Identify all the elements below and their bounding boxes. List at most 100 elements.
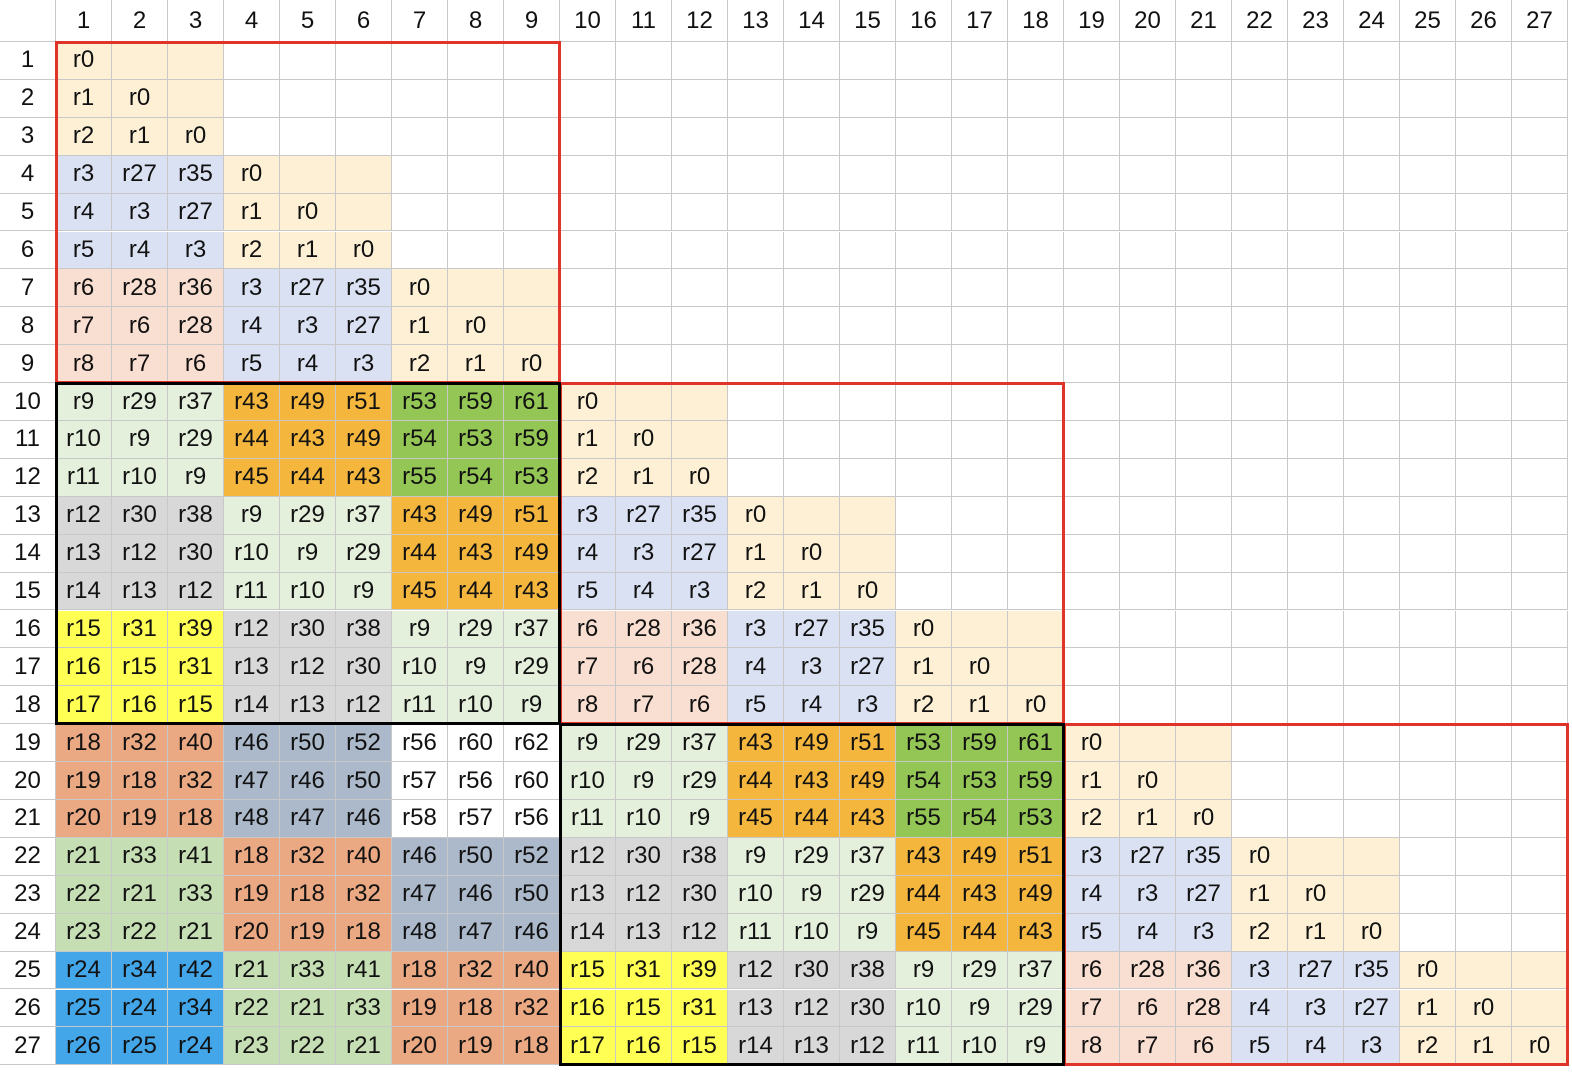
grid-cell[interactable] bbox=[1232, 762, 1288, 800]
grid-cell[interactable]: r19 bbox=[56, 762, 112, 800]
row-header[interactable]: 25 bbox=[0, 951, 56, 990]
grid-cell[interactable]: r32 bbox=[504, 989, 560, 1028]
grid-cell[interactable]: r5 bbox=[1064, 913, 1120, 952]
grid-cell[interactable] bbox=[1008, 155, 1064, 194]
grid-cell[interactable] bbox=[1456, 762, 1512, 800]
grid-cell[interactable] bbox=[560, 269, 616, 308]
grid-cell[interactable] bbox=[1120, 496, 1176, 535]
grid-cell[interactable]: r56 bbox=[504, 800, 560, 838]
grid-cell[interactable] bbox=[952, 421, 1008, 459]
grid-cell[interactable]: r15 bbox=[112, 648, 168, 687]
grid-cell[interactable]: r40 bbox=[336, 837, 392, 876]
row-header[interactable]: 19 bbox=[0, 724, 56, 763]
grid-cell[interactable]: r23 bbox=[224, 1027, 280, 1066]
grid-cell[interactable] bbox=[1400, 837, 1456, 876]
grid-cell[interactable]: r27 bbox=[616, 496, 672, 535]
grid-cell[interactable]: r1 bbox=[392, 307, 448, 346]
grid-cell[interactable]: r40 bbox=[504, 951, 560, 990]
grid-cell[interactable]: r32 bbox=[280, 837, 336, 876]
row-header[interactable]: 3 bbox=[0, 117, 56, 156]
grid-cell[interactable]: r45 bbox=[224, 458, 280, 497]
grid-cell[interactable]: r22 bbox=[224, 989, 280, 1028]
grid-cell[interactable]: r5 bbox=[1232, 1027, 1288, 1066]
grid-cell[interactable]: r21 bbox=[56, 837, 112, 876]
grid-cell[interactable] bbox=[672, 155, 728, 194]
grid-cell[interactable] bbox=[392, 79, 448, 118]
grid-cell[interactable] bbox=[1400, 117, 1456, 156]
grid-cell[interactable]: r60 bbox=[448, 724, 504, 763]
grid-cell[interactable]: r27 bbox=[1344, 989, 1400, 1028]
grid-cell[interactable] bbox=[896, 421, 952, 459]
grid-cell[interactable] bbox=[1400, 534, 1456, 573]
grid-cell[interactable] bbox=[1008, 496, 1064, 535]
grid-cell[interactable] bbox=[1176, 307, 1232, 346]
grid-cell[interactable] bbox=[504, 269, 560, 308]
grid-cell[interactable]: r27 bbox=[784, 610, 840, 649]
grid-cell[interactable] bbox=[784, 345, 840, 384]
grid-cell[interactable]: r6 bbox=[56, 269, 112, 308]
grid-cell[interactable]: r9 bbox=[560, 724, 616, 763]
grid-cell[interactable]: r18 bbox=[168, 800, 224, 838]
grid-cell[interactable]: r13 bbox=[616, 913, 672, 952]
grid-cell[interactable]: r4 bbox=[560, 534, 616, 573]
grid-cell[interactable] bbox=[1064, 231, 1120, 270]
grid-cell[interactable] bbox=[1400, 42, 1456, 80]
grid-cell[interactable]: r53 bbox=[448, 421, 504, 459]
grid-cell[interactable] bbox=[1512, 155, 1568, 194]
grid-cell[interactable] bbox=[840, 534, 896, 573]
grid-cell[interactable] bbox=[1008, 421, 1064, 459]
grid-cell[interactable] bbox=[336, 42, 392, 80]
grid-cell[interactable]: r10 bbox=[560, 762, 616, 800]
grid-cell[interactable] bbox=[672, 307, 728, 346]
grid-cell[interactable] bbox=[1120, 42, 1176, 80]
grid-cell[interactable]: r9 bbox=[1008, 1027, 1064, 1066]
grid-cell[interactable]: r16 bbox=[56, 648, 112, 687]
grid-cell[interactable] bbox=[1288, 269, 1344, 308]
grid-cell[interactable]: r0 bbox=[56, 42, 112, 80]
grid-cell[interactable]: r50 bbox=[448, 837, 504, 876]
grid-cell[interactable]: r54 bbox=[952, 800, 1008, 838]
grid-cell[interactable]: r15 bbox=[672, 1027, 728, 1066]
grid-cell[interactable]: r29 bbox=[448, 610, 504, 649]
grid-cell[interactable] bbox=[1008, 307, 1064, 346]
grid-cell[interactable]: r4 bbox=[616, 572, 672, 611]
column-header[interactable]: 2 bbox=[112, 0, 168, 42]
grid-cell[interactable]: r56 bbox=[448, 762, 504, 800]
grid-cell[interactable] bbox=[896, 383, 952, 421]
grid-cell[interactable] bbox=[1512, 458, 1568, 497]
grid-cell[interactable]: r12 bbox=[56, 496, 112, 535]
column-header[interactable]: 10 bbox=[560, 0, 616, 42]
grid-cell[interactable]: r43 bbox=[952, 875, 1008, 914]
column-header[interactable]: 5 bbox=[280, 0, 336, 42]
grid-cell[interactable]: r46 bbox=[392, 837, 448, 876]
grid-cell[interactable] bbox=[896, 307, 952, 346]
grid-cell[interactable] bbox=[896, 79, 952, 118]
grid-cell[interactable] bbox=[1288, 610, 1344, 649]
grid-cell[interactable]: r59 bbox=[952, 724, 1008, 763]
grid-cell[interactable] bbox=[896, 458, 952, 497]
grid-cell[interactable]: r58 bbox=[392, 800, 448, 838]
grid-cell[interactable]: r3 bbox=[840, 686, 896, 725]
grid-cell[interactable] bbox=[1064, 572, 1120, 611]
grid-cell[interactable] bbox=[784, 421, 840, 459]
grid-cell[interactable]: r0 bbox=[896, 610, 952, 649]
grid-cell[interactable] bbox=[1344, 762, 1400, 800]
column-header[interactable]: 9 bbox=[504, 0, 560, 42]
grid-cell[interactable]: r6 bbox=[1120, 989, 1176, 1028]
grid-cell[interactable] bbox=[728, 155, 784, 194]
grid-cell[interactable] bbox=[1064, 79, 1120, 118]
grid-cell[interactable] bbox=[1400, 458, 1456, 497]
grid-cell[interactable] bbox=[728, 42, 784, 80]
grid-cell[interactable]: r35 bbox=[840, 610, 896, 649]
grid-cell[interactable] bbox=[1288, 800, 1344, 838]
grid-cell[interactable]: r60 bbox=[504, 762, 560, 800]
grid-cell[interactable] bbox=[1400, 231, 1456, 270]
grid-cell[interactable] bbox=[1400, 193, 1456, 232]
grid-cell[interactable]: r44 bbox=[784, 800, 840, 838]
column-header[interactable]: 22 bbox=[1232, 0, 1288, 42]
column-header[interactable]: 4 bbox=[224, 0, 280, 42]
grid-cell[interactable]: r11 bbox=[224, 572, 280, 611]
grid-cell[interactable] bbox=[1400, 155, 1456, 194]
grid-cell[interactable]: r3 bbox=[112, 193, 168, 232]
grid-cell[interactable]: r18 bbox=[56, 724, 112, 763]
